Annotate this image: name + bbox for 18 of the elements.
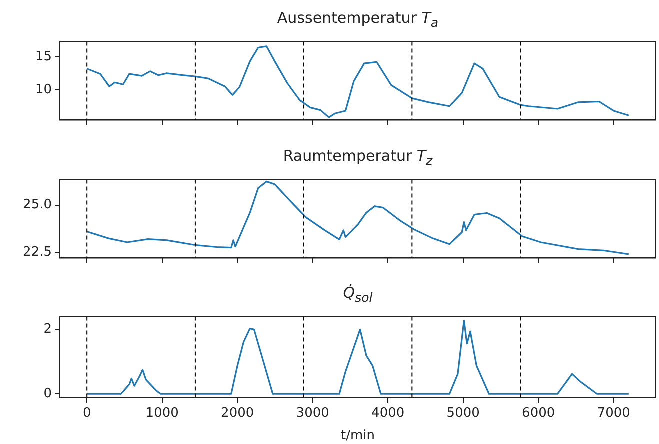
y-tick-label: 10: [35, 82, 52, 98]
x-tick-label: 6000: [522, 406, 556, 422]
x-tick-label: 1000: [146, 406, 179, 422]
x-tick-label: 7000: [597, 406, 630, 422]
y-tick-label: 0: [44, 386, 52, 402]
x-tick-label: 3000: [296, 406, 330, 422]
y-tick-label: 22.5: [23, 244, 52, 260]
x-tick-label: 0: [82, 406, 92, 422]
x-axis-title: t/min: [341, 428, 375, 444]
x-tick-label: 5000: [446, 406, 480, 422]
x-tick-label: 4000: [372, 406, 405, 422]
y-tick-label: 2: [44, 322, 52, 338]
y-tick-label: 15: [35, 49, 52, 64]
chart-title: Q̇$_{sol}$: [343, 284, 373, 305]
chart-title: Aussentemperatur T$_{a}$: [276, 9, 440, 32]
x-tick-label: 2000: [221, 406, 254, 422]
chart-title: Raumtemperatur T$_{z}$: [282, 147, 434, 170]
y-tick-label: 25.0: [23, 198, 52, 213]
